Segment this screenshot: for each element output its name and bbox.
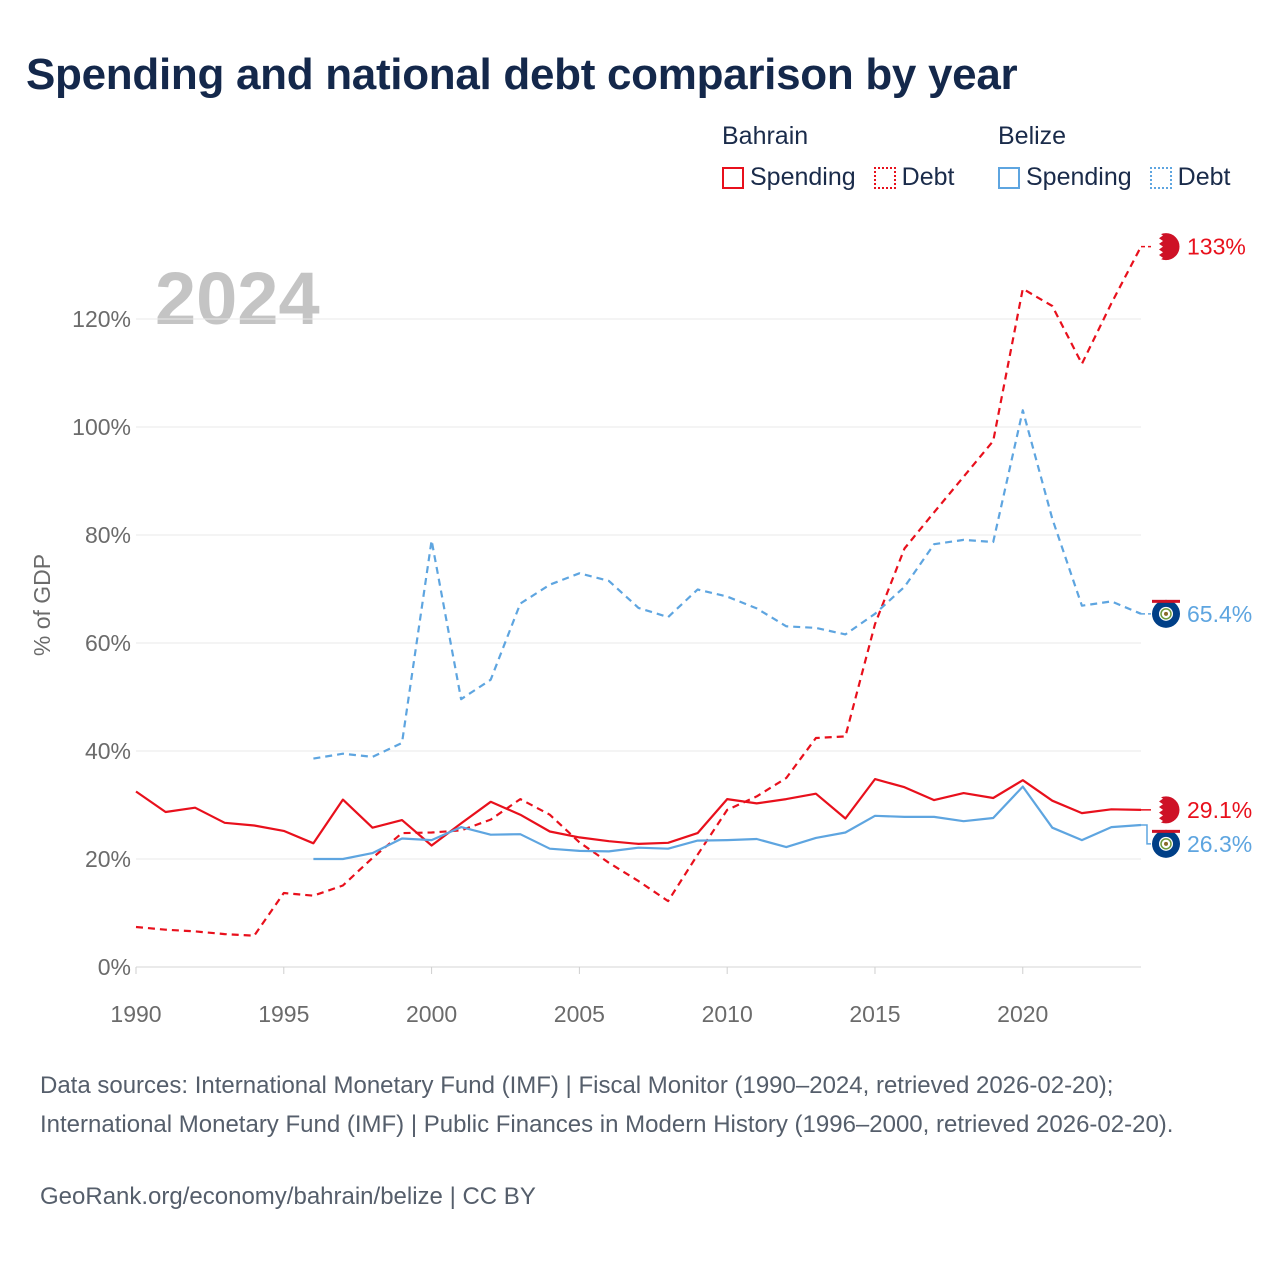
y-tick-label: 60% [85,630,131,656]
legend-group-belize: Belize Spending Debt [998,122,1230,192]
flag-wreath [1160,838,1172,850]
x-tick-label: 2020 [997,1001,1048,1027]
x-tick-label: 1995 [258,1001,309,1027]
y-tick-label: 100% [72,414,131,440]
legend-label: Spending [1026,163,1132,191]
x-tick-label: 2010 [702,1001,753,1027]
legend-swatch-dotted [873,166,896,189]
flag-icon-belize [1152,599,1180,628]
series-line-belize-debt [313,409,1142,760]
series-line-bahrain-debt [135,246,1142,937]
legend-label: Spending [750,163,856,191]
data-sources: Data sources: International Monetary Fun… [40,1072,1174,1138]
y-tick-label: 20% [85,846,131,872]
year-watermark: 2024 [155,257,320,340]
flag-red-stripe-top [1152,599,1180,603]
end-value-label-belize-debt: 65.4% [1187,601,1252,627]
series-line-belize-spending [313,785,1142,861]
legend-item-belize-spending[interactable]: Spending [998,163,1132,192]
x-tick-label: 2015 [849,1001,900,1027]
legend-group-title: Belize [998,122,1067,150]
y-tick-label: 0% [98,954,131,980]
legend-label: Debt [901,163,955,191]
end-connector [1141,824,1151,845]
y-tick-label: 80% [85,522,131,548]
legend-item-belize-debt[interactable]: Debt [1149,163,1231,192]
flag-icon-bahrain [1151,232,1181,262]
legend-group-bahrain: Bahrain Spending Debt [722,122,954,192]
end-value-label-bahrain-spending: 29.1% [1187,797,1252,823]
x-tick-label: 1990 [110,1001,161,1027]
series-line-bahrain-spending [135,777,1142,847]
legend-swatch-solid [998,166,1020,189]
flag-emblem [1164,841,1168,846]
legend-label: Debt [1177,163,1231,191]
y-tick-label: 40% [85,738,131,764]
flag-border [1151,232,1181,262]
flag-white-band [1152,795,1163,824]
flag-icon-bahrain-fill [1152,795,1180,824]
y-axis-label: % of GDP [29,554,55,656]
flag-emblem [1164,611,1168,616]
end-value-label-belize-spending: 26.3% [1187,831,1252,857]
y-tick-label: 120% [72,306,131,332]
flag-icon-belize [1152,829,1180,858]
flag-border [1151,795,1181,825]
flag-white-band [1152,232,1163,261]
chart-title: Spending and national debt comparison by… [26,50,1018,99]
x-tick-label: 2000 [406,1001,457,1027]
legend-item-bahrain-spending[interactable]: Spending [722,163,856,192]
line-chart: 2024 0% 20% 40% 60% 80% 100% 120% 1990 1995 2000 2… [29,232,1252,1027]
flag-icon-bahrain-fill [1152,232,1180,261]
x-tick-label: 2005 [554,1001,605,1027]
legend-item-bahrain-debt[interactable]: Debt [873,163,955,192]
legend-swatch-solid [722,166,744,189]
credit-link[interactable]: GeoRank.org/economy/bahrain/belize | CC … [40,1183,536,1210]
flag-icon-bahrain [1151,795,1181,825]
legend-group-title: Bahrain [722,122,809,150]
legend-swatch-dotted [1149,166,1172,189]
flag-red-stripe-top [1152,829,1180,833]
flag-wreath [1160,608,1172,620]
end-value-label-bahrain-debt: 133% [1187,234,1246,260]
